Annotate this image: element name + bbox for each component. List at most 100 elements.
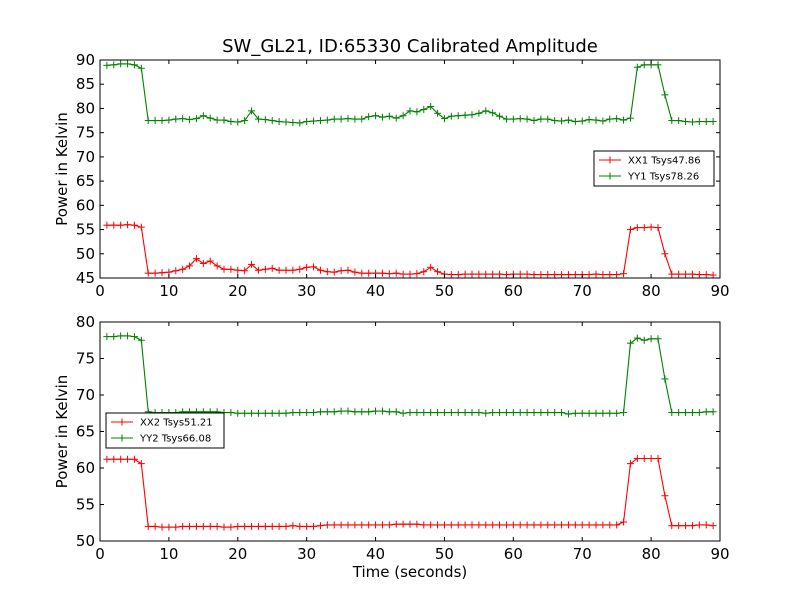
data-point (633, 334, 641, 342)
data-point (709, 118, 717, 126)
data-point (502, 409, 510, 417)
legend-label: YY2 Tsys66.08 (139, 434, 211, 445)
data-point (564, 410, 572, 418)
data-point (117, 60, 125, 68)
data-point (268, 117, 276, 125)
data-point (626, 339, 634, 347)
data-point (613, 271, 621, 278)
data-point (137, 460, 145, 468)
data-point (626, 114, 634, 122)
y-tick-label: 70 (76, 148, 95, 166)
data-point (564, 521, 572, 529)
x-tick-label: 70 (573, 282, 592, 300)
data-point (461, 270, 469, 278)
y-axis-label: Power in Kelvin (53, 375, 71, 489)
y-tick-label: 65 (76, 172, 95, 190)
x-tick-label: 90 (710, 282, 729, 300)
data-point (234, 522, 242, 530)
legend-entry: YY2 Tsys66.08 (111, 434, 211, 445)
data-point (117, 221, 125, 229)
data-point (323, 268, 331, 276)
data-point (585, 521, 593, 529)
data-point (385, 270, 393, 278)
data-point (344, 266, 352, 274)
data-point (179, 115, 187, 123)
data-point (571, 118, 579, 126)
data-point (254, 409, 262, 417)
data-point (461, 521, 469, 529)
data-point (447, 112, 455, 120)
data-point (351, 115, 359, 123)
data-point (564, 271, 572, 278)
data-point (358, 408, 366, 416)
data-point (406, 107, 414, 115)
data-point (365, 408, 373, 416)
data-point (124, 60, 132, 68)
x-tick-label: 90 (710, 545, 729, 563)
data-point (165, 523, 173, 531)
y-tick-label: 65 (76, 423, 95, 441)
data-point (344, 115, 352, 123)
data-point (640, 61, 648, 69)
data-point (606, 271, 614, 278)
x-tick-label: 80 (642, 282, 661, 300)
x-tick-label: 20 (228, 282, 247, 300)
data-point (351, 521, 359, 529)
data-point (110, 61, 118, 69)
data-point (213, 262, 221, 270)
data-point (571, 521, 579, 529)
data-point (241, 117, 249, 125)
data-point (620, 116, 628, 124)
data-point (192, 255, 200, 263)
data-point (509, 115, 517, 123)
data-point (241, 522, 249, 530)
data-point (158, 117, 166, 125)
data-point (282, 118, 290, 126)
data-point (399, 409, 407, 417)
data-point (530, 271, 538, 278)
data-point (165, 116, 173, 124)
x-tick-label: 40 (366, 282, 385, 300)
data-point (248, 409, 256, 417)
x-tick-label: 50 (435, 545, 454, 563)
data-point (468, 111, 476, 119)
data-point (378, 521, 386, 529)
y-tick-label: 80 (76, 99, 95, 117)
data-point (310, 117, 318, 125)
data-point (158, 269, 166, 277)
data-point (241, 409, 249, 417)
data-point (606, 521, 614, 529)
data-point (137, 223, 145, 231)
data-point (688, 409, 696, 417)
data-point (647, 223, 655, 231)
data-point (385, 521, 393, 529)
data-point (516, 270, 524, 278)
data-point (585, 116, 593, 124)
data-point (578, 117, 586, 125)
data-point (661, 492, 669, 500)
data-point (682, 118, 690, 126)
data-point (227, 523, 235, 531)
legend-label: YY1 Tsys78.26 (627, 172, 699, 183)
data-point (378, 113, 386, 121)
data-point (406, 520, 414, 528)
x-tick-label: 80 (642, 545, 661, 563)
data-point (613, 409, 621, 417)
data-point (275, 118, 283, 126)
data-point (551, 521, 559, 529)
data-point (151, 522, 159, 530)
data-point (206, 257, 214, 265)
data-point (248, 522, 256, 530)
data-point (330, 115, 338, 123)
data-point (289, 522, 297, 530)
data-point (447, 271, 455, 278)
data-point (130, 333, 138, 341)
data-point (592, 409, 600, 417)
data-point (365, 113, 373, 121)
data-point (323, 521, 331, 529)
data-point (378, 407, 386, 415)
data-point (537, 409, 545, 417)
data-point (578, 409, 586, 417)
bottom-subplot: 0 10 20 30 40 50 60 70 80 90 50 55 60 65 70 75 80 Power i… (53, 313, 730, 563)
data-point (268, 409, 276, 417)
